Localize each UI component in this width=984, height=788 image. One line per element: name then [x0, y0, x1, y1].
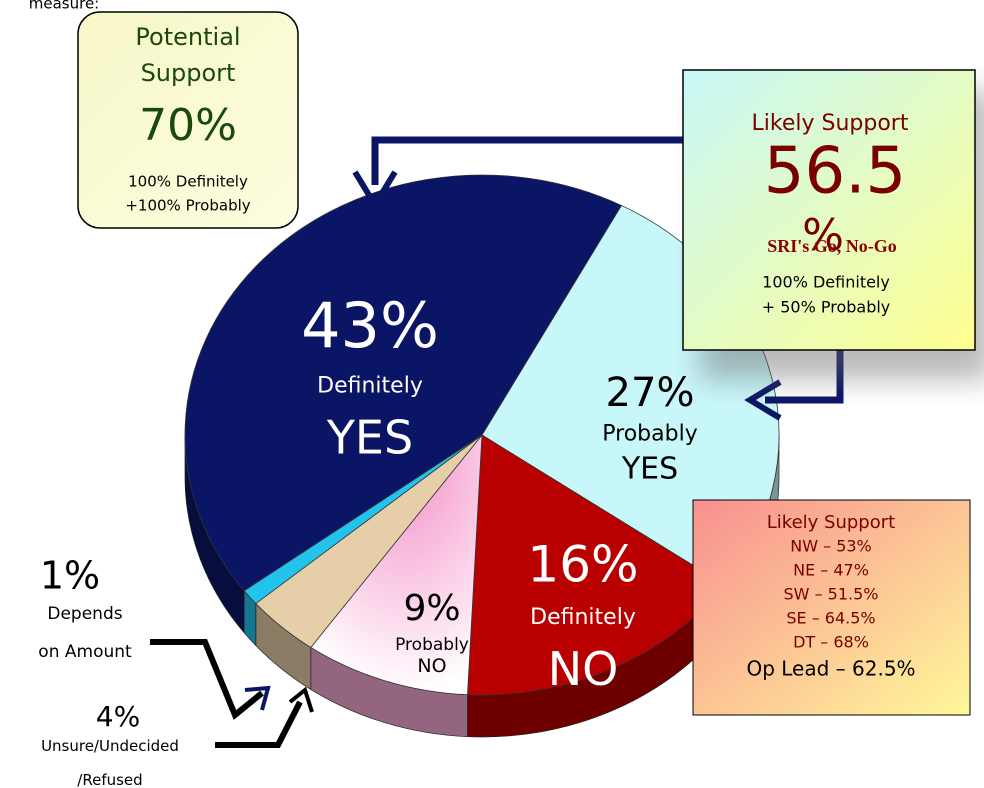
boxes: [77, 11, 984, 716]
annotation-text: 56.5: [764, 135, 907, 209]
annotation-text: 100% Definitely: [762, 273, 890, 292]
annotation-text: 100% Definitely: [128, 173, 248, 191]
annotation-text: DT – 68%: [793, 633, 869, 652]
category-label: Definitely: [317, 374, 423, 399]
category-label: Unsure/Undecided: [41, 737, 179, 755]
slice: [184, 174, 623, 592]
annotation-text: SW – 51.5%: [784, 585, 879, 604]
category-label: Probably: [395, 635, 469, 655]
category-label: NO: [417, 655, 446, 677]
annotation-text: Op Lead – 62.5%: [746, 657, 915, 681]
annotation-text: %: [802, 210, 844, 261]
annotation-text: Likely Support: [752, 111, 909, 136]
value-label: 27%: [606, 370, 695, 416]
region-box: [692, 499, 971, 716]
likely-box: [682, 69, 976, 351]
category-label: Probably: [602, 422, 697, 447]
category-label: NO: [548, 642, 619, 696]
arrow: [215, 700, 303, 748]
arrow-head: [744, 379, 782, 421]
annotation-text: + 50% Probably: [762, 298, 891, 317]
arrows: [150, 136, 844, 748]
value-label: 43%: [301, 289, 439, 362]
value-label: 4%: [96, 700, 140, 733]
value-label: 9%: [403, 588, 460, 629]
annotation-text: 70%: [139, 100, 237, 151]
slice: [310, 433, 483, 696]
annotation-text: Likely Support: [767, 512, 895, 533]
labels: 43% Definitely YES 27% Probably YES 16% Definit…: [29, 0, 916, 788]
potential-box: [77, 11, 299, 229]
category-label: Definitely: [530, 605, 636, 630]
annotation-text: Support: [141, 59, 236, 87]
arrow-head: [288, 686, 314, 713]
annotation-text: NW – 53%: [790, 537, 872, 556]
category-label: YES: [621, 452, 678, 487]
arrow: [371, 136, 685, 185]
arrow-head: [244, 685, 271, 711]
category-label: YES: [326, 411, 413, 465]
annotation-text: NE – 47%: [793, 561, 869, 580]
arrow-head: [352, 170, 398, 211]
arrow: [150, 639, 264, 720]
annotation-text: SRI's Go, No-Go: [767, 236, 897, 256]
annotation-text: SE – 64.5%: [786, 609, 875, 628]
category-label: /Refused: [77, 771, 142, 788]
value-label: 1%: [40, 554, 100, 598]
category-label: Depends: [47, 604, 122, 624]
annotation-text: +100% Probably: [125, 197, 250, 215]
value-label: 16%: [527, 536, 638, 594]
annotation-text: measure:: [29, 0, 99, 13]
annotation-text: Potential: [135, 23, 240, 51]
category-label: on Amount: [38, 642, 132, 662]
